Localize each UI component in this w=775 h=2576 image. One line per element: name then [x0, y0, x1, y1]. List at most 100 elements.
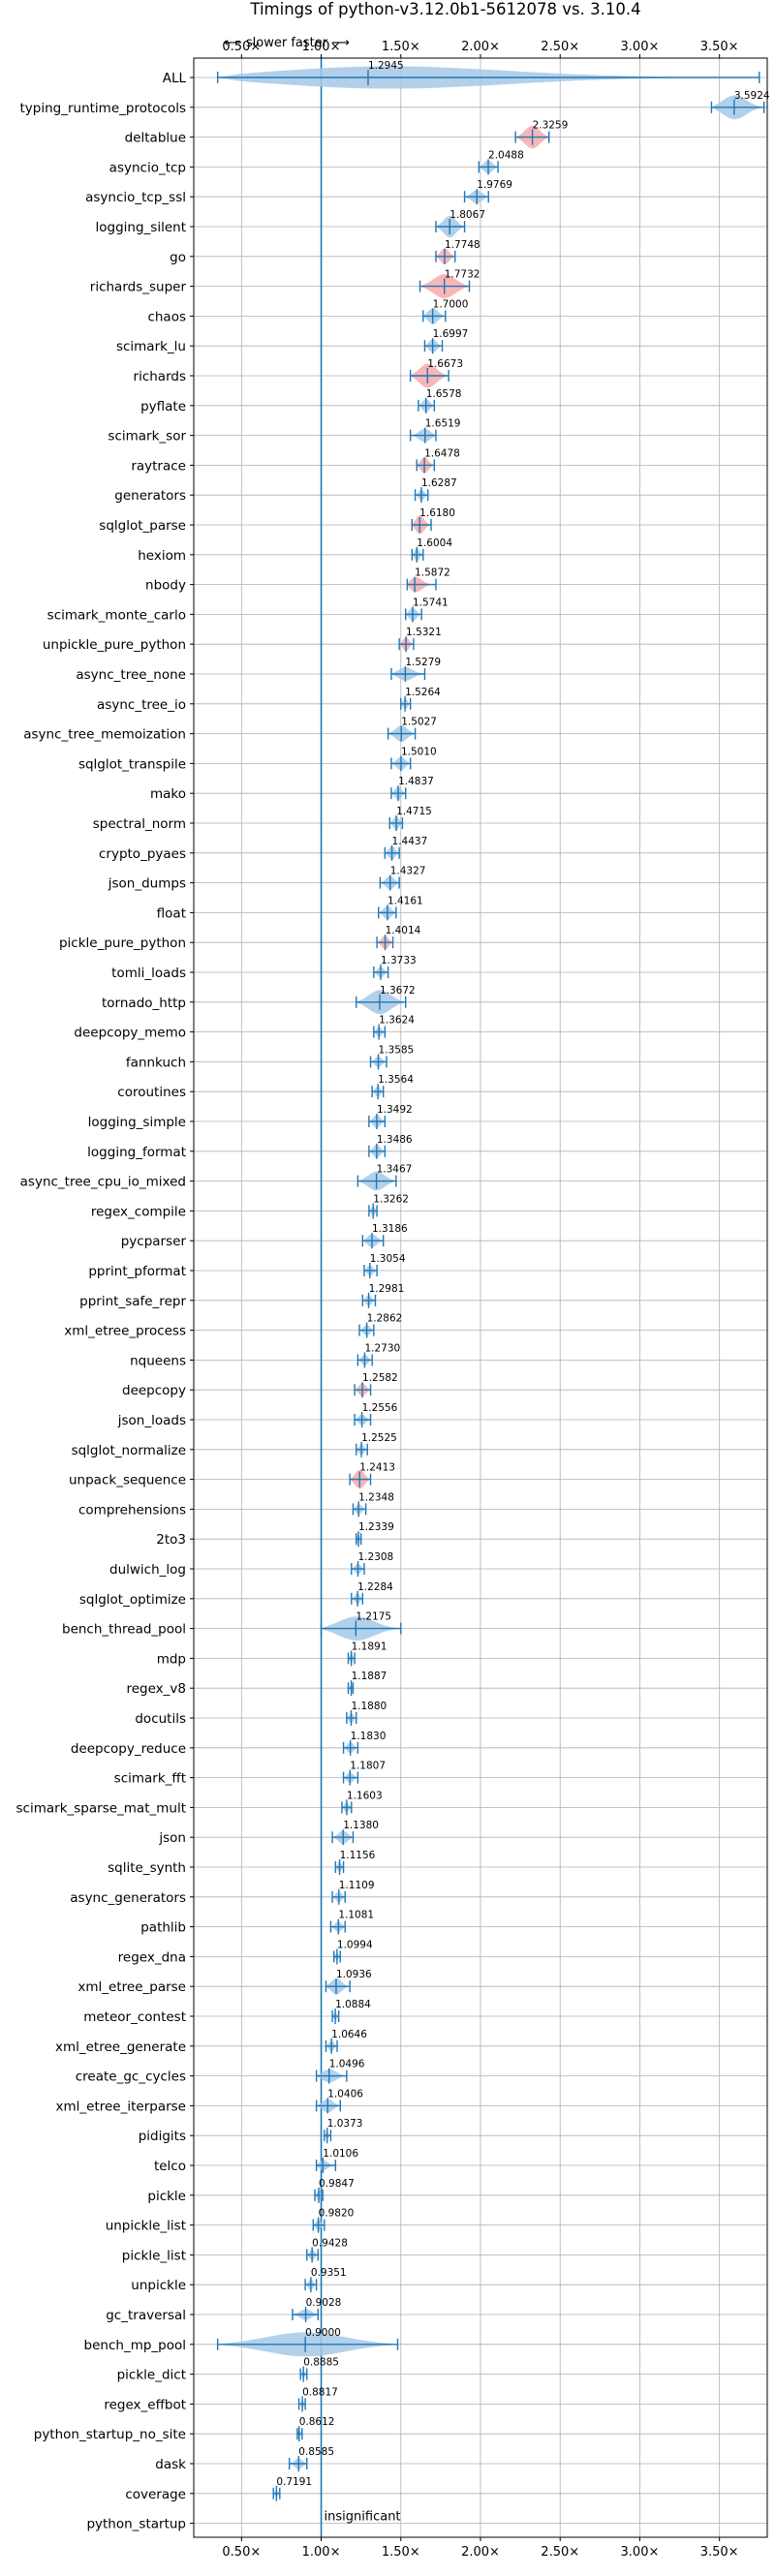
value-label: 1.1891 — [352, 1641, 388, 1652]
benchmark-label: pathlib — [140, 1920, 186, 1936]
benchmark-label: generators — [114, 488, 186, 504]
benchmark-label: unpickle — [131, 2278, 186, 2293]
benchmark-label: sqlglot_optimize — [79, 1592, 186, 1608]
value-label: 1.1887 — [352, 1671, 388, 1682]
value-label: 1.5321 — [406, 627, 442, 638]
benchmark-label: unpickle_pure_python — [43, 637, 186, 653]
benchmark-label: ALL — [163, 71, 187, 86]
value-label: 1.1109 — [339, 1880, 375, 1891]
benchmark-label: logging_silent — [96, 220, 186, 235]
value-label: 1.4161 — [388, 895, 423, 906]
value-label: 1.3467 — [377, 1164, 413, 1176]
benchmark-label: pickle_list — [122, 2248, 186, 2263]
benchmark-label: async_tree_io — [97, 697, 186, 713]
benchmark-label: asyncio_tcp_ssl — [85, 190, 186, 205]
value-label: 0.9028 — [306, 2297, 342, 2309]
benchmark-label: async_tree_memoization — [23, 727, 186, 743]
benchmark-label: python_startup — [86, 2517, 186, 2532]
value-label: 1.5027 — [401, 717, 437, 728]
x-tick-label-top: 2.00× — [461, 40, 500, 54]
benchmark-label: meteor_contest — [83, 2009, 186, 2025]
benchmark-label: sqlite_synth — [108, 1860, 186, 1876]
value-label: 1.4014 — [386, 925, 421, 936]
benchmark-label: unpack_sequence — [69, 1473, 186, 1488]
value-label: 1.4437 — [392, 836, 428, 847]
x-tick-label-bottom: 2.00× — [461, 2545, 500, 2560]
benchmark-label: pprint_pformat — [88, 1264, 186, 1279]
value-label: 0.9847 — [319, 2178, 355, 2190]
benchmark-label: xml_etree_generate — [55, 2039, 186, 2055]
x-tick-label-top: 3.00× — [621, 40, 660, 54]
benchmark-label: spectral_norm — [93, 816, 186, 832]
benchmark-label: regex_v8 — [126, 1681, 186, 1697]
value-label: 1.7000 — [433, 298, 469, 310]
benchmark-label: create_gc_cycles — [76, 2070, 186, 2085]
benchmark-label: deepcopy_memo — [74, 1026, 186, 1041]
value-label: 0.8612 — [299, 2416, 335, 2428]
benchmark-label: crypto_pyaes — [99, 846, 186, 862]
value-label: 1.0496 — [329, 2059, 365, 2070]
value-label: 1.2945 — [368, 60, 404, 72]
x-tick-label-bottom: 1.50× — [382, 2545, 420, 2560]
benchmark-label: dask — [155, 2457, 186, 2472]
benchmark-label: pycparser — [121, 1234, 187, 1249]
value-label: 0.9351 — [311, 2267, 347, 2279]
benchmark-label: pickle_pure_python — [59, 935, 186, 951]
benchmark-label: raytrace — [131, 458, 186, 474]
value-label: 1.6004 — [417, 537, 452, 549]
value-label: 1.7732 — [445, 269, 480, 281]
value-label: 1.4715 — [396, 806, 432, 817]
value-label: 0.9428 — [312, 2237, 348, 2249]
value-label: 1.9769 — [477, 179, 512, 191]
value-label: 0.9000 — [305, 2327, 341, 2339]
benchmark-label: gc_traversal — [106, 2308, 186, 2323]
x-tick-label-top: 3.50× — [700, 40, 739, 54]
value-label: 1.2525 — [361, 1432, 397, 1444]
value-label: 1.0936 — [336, 1969, 372, 1980]
value-label: 1.1081 — [338, 1910, 374, 1921]
benchmark-label: typing_runtime_protocols — [20, 101, 187, 116]
benchmark-label: xml_etree_parse — [78, 1979, 186, 1995]
value-label: 1.2862 — [367, 1313, 403, 1325]
benchmark-label: pickle_dict — [117, 2368, 186, 2383]
value-label: 1.4327 — [390, 866, 426, 877]
benchmark-label: scimark_monte_carlo — [47, 607, 186, 623]
benchmark-label: deltablue — [125, 131, 186, 146]
value-label: 1.0106 — [323, 2148, 358, 2160]
value-label: 1.3262 — [373, 1193, 409, 1205]
x-tick-label-top: 2.50× — [541, 40, 579, 54]
benchmark-label: json — [158, 1830, 186, 1846]
plot-frame — [193, 57, 768, 2538]
value-label: 2.3259 — [533, 120, 569, 132]
benchmark-label: unpickle_list — [106, 2219, 186, 2234]
value-label: 1.1880 — [351, 1701, 387, 1712]
value-label: 1.2556 — [362, 1402, 398, 1414]
benchmark-label: sqlglot_parse — [99, 518, 186, 534]
value-label: 1.3672 — [380, 985, 416, 997]
value-label: 1.1603 — [347, 1790, 383, 1801]
value-label: 1.0373 — [327, 2118, 363, 2130]
value-label: 1.3054 — [370, 1253, 406, 1265]
benchmark-label: nbody — [145, 578, 186, 594]
benchmark-label: pidigits — [139, 2129, 186, 2144]
benchmark-label: tornado_http — [102, 996, 186, 1011]
value-label: 0.8817 — [302, 2386, 338, 2398]
x-tick-label-bottom: 3.50× — [700, 2545, 739, 2560]
benchmark-label: mdp — [157, 1651, 186, 1667]
benchmark-label: bench_thread_pool — [62, 1622, 186, 1638]
value-label: 1.6478 — [424, 447, 460, 459]
benchmark-label: xml_etree_iterparse — [56, 2099, 187, 2114]
value-label: 1.5741 — [413, 597, 449, 608]
benchmark-label: regex_compile — [91, 1204, 186, 1219]
value-label: 1.1380 — [343, 1820, 379, 1831]
value-label: 1.3585 — [379, 1044, 415, 1056]
value-label: 1.6519 — [425, 418, 461, 430]
benchmark-label: async_generators — [70, 1890, 186, 1906]
x-tick-label-top: 1.50× — [382, 40, 420, 54]
benchmark-label: mako — [150, 786, 186, 802]
value-label: 1.2730 — [364, 1342, 400, 1354]
benchmark-label: scimark_lu — [116, 339, 186, 354]
benchmark-label: async_tree_cpu_io_mixed — [20, 1175, 186, 1190]
value-label: 1.6673 — [427, 358, 463, 370]
benchmark-label: python_startup_no_site — [34, 2427, 186, 2442]
